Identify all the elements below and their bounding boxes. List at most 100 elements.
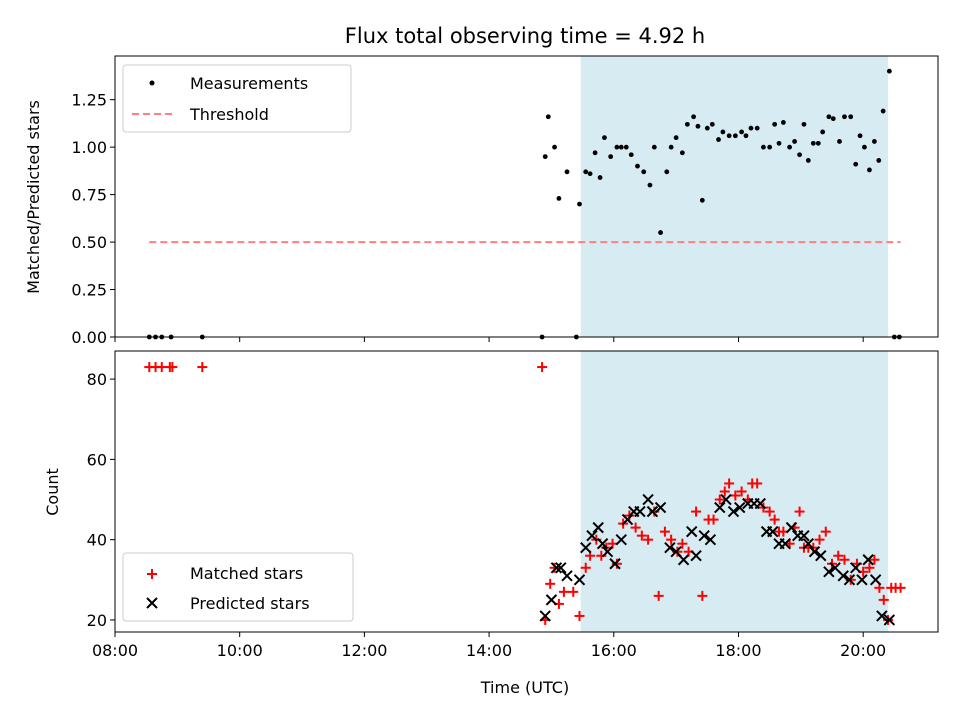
xtick-label: 08:00 [92, 641, 138, 660]
matched-star-point [580, 562, 591, 573]
predicted-star-point [767, 525, 779, 538]
matched-star-point [724, 478, 735, 489]
measurement-point [862, 144, 867, 150]
legend-measurements-marker [149, 80, 155, 86]
predicted-star-point [654, 501, 667, 514]
legend-predicted-marker [146, 597, 158, 609]
matched-star-point [643, 534, 654, 545]
matched-star-point [697, 590, 708, 601]
measurement-point [614, 144, 620, 150]
predicted-star-point [849, 562, 862, 574]
measurement-point [820, 129, 826, 135]
measurement-point [587, 171, 593, 177]
bottom-legend: Matched stars Predicted stars [122, 552, 354, 622]
top-panel-ticks: 0.00 0.25 0.50 0.75 1.00 1.25 [71, 91, 864, 347]
measurement-point [664, 169, 670, 175]
matched-star-point [833, 550, 844, 561]
legend-threshold-label: Threshold [189, 105, 269, 124]
ytick-label: 0.75 [71, 186, 107, 205]
predicted-star-point [734, 501, 746, 514]
measurement-point [761, 144, 766, 150]
ytick-label: 0.00 [71, 328, 107, 347]
measurement-point [704, 125, 710, 131]
predicted-star-point [802, 537, 815, 550]
measurement-point [732, 133, 738, 139]
measurement-point [780, 120, 786, 125]
matched-star-point [764, 506, 775, 517]
measurement-point [545, 114, 551, 120]
measurement-point [867, 167, 872, 173]
bottom-panel-frame [114, 350, 939, 633]
predicted-star-point [561, 570, 573, 582]
measurement-point [801, 121, 807, 127]
predicted-star-point [698, 529, 710, 542]
matched-star-point [574, 610, 585, 621]
measurement-point [872, 139, 877, 144]
matched-star-point [752, 478, 763, 489]
matched-star-point [719, 486, 730, 497]
matched-star-point [820, 526, 831, 537]
predicted-star-point [690, 550, 702, 562]
measurement-point [754, 125, 760, 131]
measurement-point [592, 150, 598, 156]
predicted-star-point [704, 533, 717, 546]
predicted-star-point [621, 513, 634, 526]
measurement-point [709, 121, 715, 127]
measurement-point [772, 121, 778, 127]
xtick-label: 10:00 [217, 641, 263, 660]
measurement-point [880, 108, 886, 114]
matched-star-point [666, 534, 677, 545]
predicted-star-point [555, 562, 567, 574]
matched-star-point [839, 554, 850, 565]
matched-star-point [549, 562, 560, 573]
predicted-star-point [785, 521, 798, 534]
matched-star-point [630, 522, 641, 533]
predicted-star-point [862, 554, 874, 566]
predicted-star-point [883, 614, 896, 626]
predicted-star-point [615, 533, 627, 546]
measurement-point [886, 68, 892, 74]
predicted-star-point [869, 574, 882, 586]
measurement-point [748, 125, 754, 131]
predicted-star-point [856, 574, 868, 586]
bottom-ylabel: Count [43, 468, 62, 516]
ytick-label: 1.00 [71, 138, 107, 157]
predicted-star-point [686, 525, 698, 538]
measurement-point [668, 144, 674, 150]
ytick-label: 80 [87, 370, 107, 389]
matched-star-point [794, 506, 805, 517]
observing-window-top [580, 56, 889, 337]
predicted-star-point [586, 529, 598, 542]
predicted-star-point [642, 493, 654, 506]
predicted-star-point [720, 493, 732, 506]
measurement-point [542, 154, 548, 160]
matched-star-point [864, 562, 875, 573]
matched-star-point [167, 362, 178, 373]
predicted-star-point [592, 521, 604, 534]
top-panel-frame [114, 55, 939, 338]
xtick-label: 14:00 [466, 641, 512, 660]
legend-predicted-label: Predicted stars [190, 594, 310, 613]
measurement-point [673, 135, 679, 141]
matched-star-point [568, 586, 579, 597]
measurement-point [602, 135, 607, 141]
predicted-star-point [580, 541, 592, 554]
bottom-panel: 20 40 60 80 08:00 10:00 12:00 14:00 16:00 18:00 20… [43, 350, 939, 697]
measurement-point [848, 114, 854, 120]
top-panel: 0.00 0.25 0.50 0.75 1.00 1.25 Matched/Predict… [24, 55, 939, 347]
matched-star-point [545, 578, 556, 589]
predicted-star-point [815, 550, 827, 562]
ytick-label: 40 [87, 531, 107, 550]
predicted-star-point [843, 574, 856, 586]
measurement-point [830, 116, 836, 122]
bottom-xlabel: Time (UTC) [480, 678, 569, 697]
measurement-point [647, 182, 653, 188]
predicted-star-point [634, 505, 646, 518]
predicted-star-point [823, 566, 835, 578]
measurement-point [810, 140, 816, 146]
predicted-star-point [646, 505, 659, 518]
legend-matched-marker [147, 569, 157, 579]
matched-star-point [537, 362, 548, 373]
predicted-star-point [601, 546, 614, 558]
